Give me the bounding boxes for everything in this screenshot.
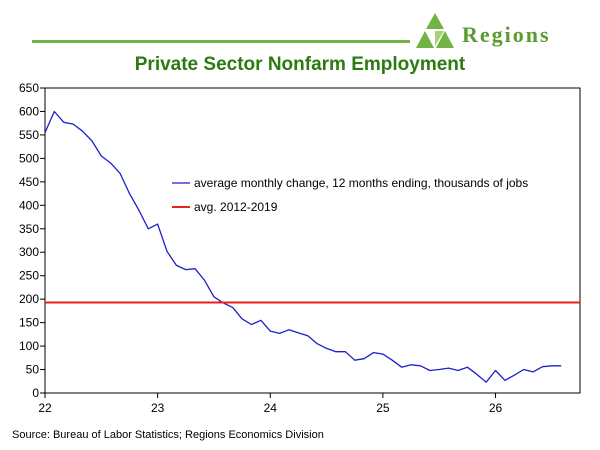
y-tick-label: 550: [19, 128, 39, 142]
y-tick-label: 600: [19, 104, 39, 118]
brand-name: Regions: [462, 22, 551, 47]
legend-label: avg. 2012-2019: [194, 200, 278, 214]
y-tick-label: 500: [19, 151, 39, 165]
y-tick-label: 0: [32, 386, 39, 400]
y-tick-label: 200: [19, 292, 39, 306]
x-tick-label: 26: [489, 401, 503, 415]
x-tick-label: 24: [264, 401, 278, 415]
y-tick-label: 150: [19, 316, 39, 330]
y-tick-label: 450: [19, 175, 39, 189]
plot-area-frame: [44, 87, 581, 394]
monthly-change-series-line: [44, 110, 562, 383]
x-tick-label: 23: [151, 401, 165, 415]
x-tick-label: 25: [376, 401, 390, 415]
source-note: Source: Bureau of Labor Statistics; Regi…: [12, 429, 324, 441]
y-tick-label: 250: [19, 269, 39, 283]
regions-logo: Regions: [414, 12, 594, 52]
chart-title: Private Sector Nonfarm Employment: [134, 54, 466, 75]
y-tick-label: 350: [19, 222, 39, 236]
y-tick-label: 100: [19, 339, 39, 353]
y-tick-label: 50: [26, 363, 40, 377]
regions-leaf-icon: [416, 13, 454, 48]
legend-label: average monthly change, 12 months ending…: [194, 176, 528, 190]
y-tick-label: 650: [19, 81, 39, 95]
header-rule: [32, 40, 410, 43]
y-tick-label: 300: [19, 245, 39, 259]
y-tick-label: 400: [19, 198, 39, 212]
x-tick-label: 22: [38, 401, 52, 415]
